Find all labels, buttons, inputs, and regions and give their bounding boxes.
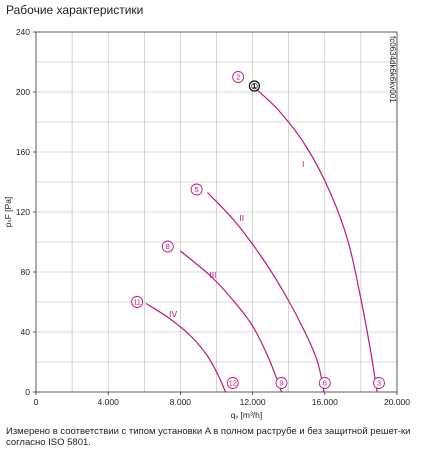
operating-point-5: 5 <box>190 183 203 196</box>
operating-point-8: 8 <box>161 240 174 253</box>
operating-point-label: 12 <box>229 379 237 388</box>
series-curves <box>145 87 378 393</box>
operating-point-6: 6 <box>318 377 331 389</box>
nominal-point: ① <box>248 80 261 92</box>
operating-point-circle <box>232 71 245 83</box>
operating-point-label: 8 <box>166 242 170 251</box>
curve-ii <box>207 192 325 393</box>
y-tick-label: 240 <box>16 27 30 37</box>
x-tick-label: 12.000 <box>240 397 266 407</box>
x-tick-label: 0 <box>34 397 39 407</box>
series-label-i: I <box>302 159 304 169</box>
operating-point-11: 11 <box>131 296 144 308</box>
curve-i <box>253 87 378 393</box>
operating-point-circle <box>161 240 174 253</box>
x-axis-label: qᵥ [m³/h] <box>231 410 263 420</box>
grid-lines <box>36 32 397 392</box>
tick-labels: 0 4.000 8.000 12.000 16.000 20.000 0 40 80 120 160… <box>16 27 410 407</box>
operating-point-circle <box>131 296 144 308</box>
x-tick-label: 4.000 <box>98 397 120 407</box>
axes <box>33 31 398 395</box>
curve-iii <box>180 250 283 393</box>
x-tick-label: 16.000 <box>312 397 338 407</box>
operating-point-circle <box>318 377 331 389</box>
operating-point-label: 3 <box>377 379 381 388</box>
series-label-ii: II <box>239 213 244 223</box>
y-tick-label: 160 <box>16 147 30 157</box>
y-axis-label: pₛF [Pa] <box>3 197 13 228</box>
series-label-iv: IV <box>169 309 177 319</box>
y-tick-label: 80 <box>21 267 31 277</box>
nominal-point-label: ① <box>251 82 258 91</box>
operating-point-9: 9 <box>275 377 288 389</box>
operating-point-circle <box>275 377 288 389</box>
performance-chart: 0 4.000 8.000 12.000 16.000 20.000 0 40 80 120 160… <box>3 27 410 420</box>
curve-iv <box>145 302 227 393</box>
operating-point-label: 5 <box>195 185 199 194</box>
y-tick-label: 120 <box>16 207 30 217</box>
operating-point-label: 2 <box>236 73 240 82</box>
operating-point-label: 9 <box>279 379 283 388</box>
page-title: Рабочие характеристики <box>6 3 144 17</box>
operating-point-label: 11 <box>133 298 141 307</box>
y-tick-label: 0 <box>25 387 30 397</box>
operating-point-circle <box>373 377 385 389</box>
operating-point-circle <box>190 183 203 196</box>
y-tick-label: 200 <box>16 87 30 97</box>
measurement-note: Измерено в соответствии с типом установк… <box>6 426 411 448</box>
operating-point-2: 2 <box>232 71 245 83</box>
series-label-iii: III <box>209 270 216 280</box>
operating-point-circle <box>226 377 239 389</box>
operating-point-3: 3 <box>373 377 385 389</box>
operating-point-label: 6 <box>323 379 327 388</box>
operating-point-12: 12 <box>226 377 239 389</box>
x-tick-label: 8.000 <box>170 397 192 407</box>
y-tick-label: 40 <box>21 327 31 337</box>
operating-point-markers: 2 5 8 11 3 6 9 12 ① <box>131 71 385 389</box>
nominal-point-circle <box>248 80 261 92</box>
x-tick-label: 20.000 <box>384 397 410 407</box>
chart-code: fc0634dk6k6kv001 <box>388 36 397 103</box>
